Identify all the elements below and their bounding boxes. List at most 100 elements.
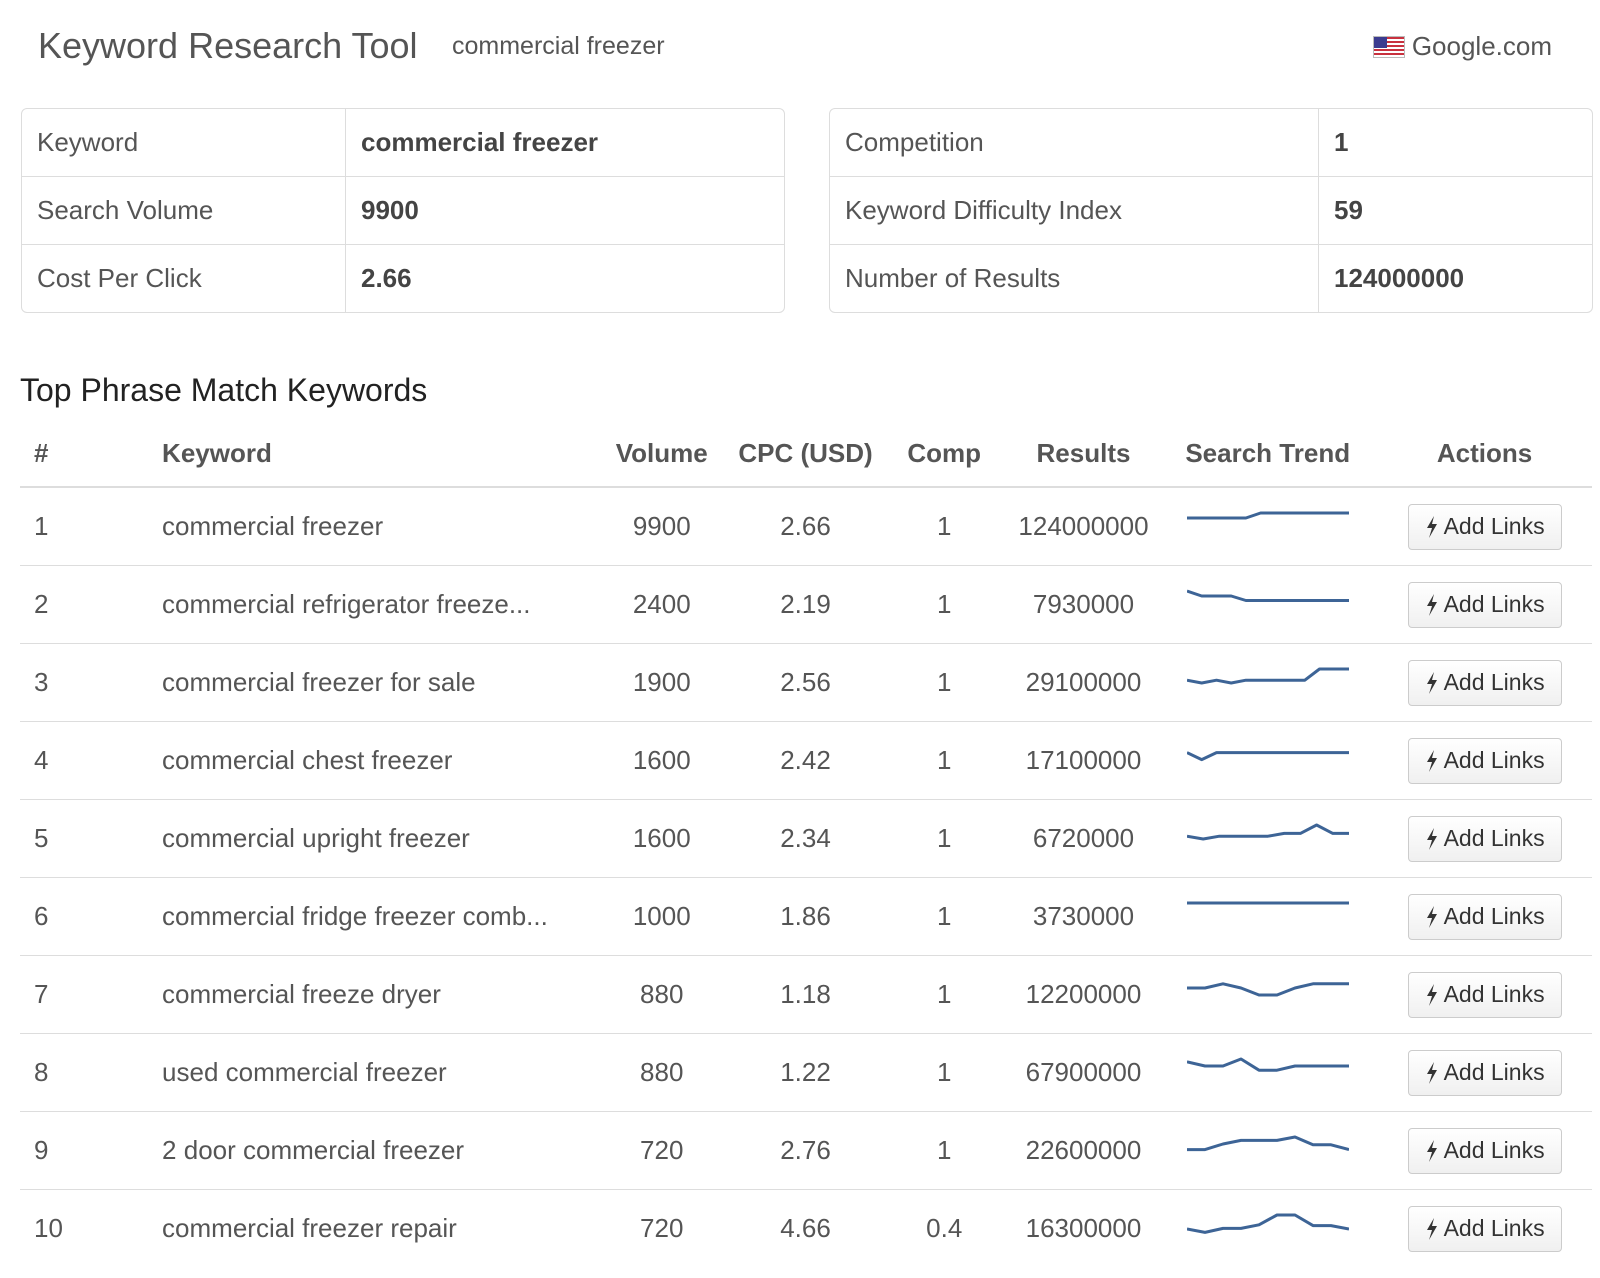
row-volume: 9900 [592, 487, 732, 566]
row-actions: Add Links [1377, 487, 1592, 566]
column-header-volume[interactable]: Volume [592, 420, 732, 488]
table-row: 5 commercial upright freezer 1600 2.34 1 6720… [20, 799, 1592, 878]
row-keyword[interactable]: commercial upright freezer [162, 799, 593, 878]
bolt-icon [1426, 515, 1437, 538]
bolt-icon [1426, 1139, 1437, 1162]
row-keyword[interactable]: commercial freezer [162, 487, 593, 566]
row-actions: Add Links [1377, 955, 1592, 1034]
add-links-button[interactable]: Add Links [1407, 893, 1562, 940]
summary-value: 2.66 [361, 263, 412, 293]
keyword-summary-left: Keyword commercial freezer Search Volume… [21, 108, 785, 313]
row-actions: Add Links [1377, 1111, 1592, 1190]
row-volume: 1900 [592, 643, 732, 722]
row-actions: Add Links [1377, 799, 1592, 878]
trend-line [1186, 1057, 1349, 1072]
summary-row-difficulty: Keyword Difficulty Index 59 [830, 176, 1592, 245]
row-cpc: 4.66 [780, 1213, 831, 1243]
add-links-label: Add Links [1443, 825, 1545, 851]
row-results: 29100000 [1008, 643, 1159, 722]
row-comp: 0.4 [926, 1213, 963, 1243]
row-comp: 1 [879, 721, 1009, 800]
row-keyword[interactable]: commercial refrigerator freeze... [162, 565, 593, 644]
summary-label: Cost Per Click [22, 244, 346, 312]
row-keyword[interactable]: commercial freezer repair [162, 1213, 457, 1243]
row-actions: Add Links [1377, 721, 1592, 800]
section-title: Top Phrase Match Keywords [20, 372, 428, 408]
table-row: 2 commercial refrigerator freeze... 2400 2.… [20, 565, 1592, 644]
column-header-num[interactable]: # [20, 420, 163, 488]
search-engine-selector[interactable]: Google.com [1373, 31, 1552, 62]
phrase-match-table: # Keyword Volume CPC (USD) Comp Results … [20, 420, 1592, 1267]
add-links-button[interactable]: Add Links [1407, 1049, 1562, 1096]
column-header-results[interactable]: Results [1008, 420, 1159, 488]
keyword-summary-right: Competition 1 Keyword Difficulty Index 5… [829, 108, 1593, 313]
row-volume: 1600 [592, 721, 732, 800]
us-flag-icon [1373, 36, 1404, 57]
trend-sparkline [1186, 901, 1349, 904]
trend-line [1186, 589, 1349, 602]
add-links-label: Add Links [1443, 513, 1545, 539]
row-results: 22600000 [1008, 1111, 1159, 1190]
trend-sparkline [1186, 1057, 1349, 1072]
row-volume: 2400 [592, 565, 732, 644]
row-cpc: 1.18 [731, 955, 880, 1034]
add-links-button[interactable]: Add Links [1407, 971, 1562, 1018]
trend-sparkline [1186, 589, 1349, 602]
column-header-keyword[interactable]: Keyword [162, 420, 593, 488]
row-keyword[interactable]: 2 door commercial freezer [162, 1111, 593, 1190]
add-links-button[interactable]: Add Links [1407, 815, 1562, 862]
row-search-trend [1158, 643, 1378, 722]
trend-sparkline [1186, 1135, 1349, 1151]
row-actions: Add Links [1377, 877, 1592, 956]
bolt-icon [1426, 593, 1437, 616]
add-links-button[interactable]: Add Links [1407, 737, 1562, 784]
header: Keyword Research Tool commercial freezer… [38, 22, 1552, 72]
row-search-trend [1158, 877, 1378, 956]
bolt-icon [1426, 671, 1437, 694]
table-row: 7 commercial freeze dryer 880 1.18 1 12200000… [20, 955, 1592, 1034]
row-search-trend [1158, 721, 1378, 800]
column-header-comp[interactable]: Comp [879, 420, 1009, 488]
row-number: 2 [20, 565, 163, 644]
row-results: 3730000 [1008, 877, 1159, 956]
row-keyword[interactable]: commercial freeze dryer [162, 955, 593, 1034]
table-row: 4 commercial chest freezer 1600 2.42 1 171000… [20, 721, 1592, 800]
table-body: 1 commercial freezer 9900 2.66 1 124000000 Add… [20, 487, 1592, 1267]
add-links-button[interactable]: Add Links [1407, 503, 1562, 550]
column-header-cpc[interactable]: CPC (USD) [731, 420, 880, 488]
table-row: 1 commercial freezer 9900 2.66 1 124000000 Add… [20, 487, 1592, 566]
row-keyword[interactable]: commercial fridge freezer comb... [162, 877, 593, 956]
add-links-button[interactable]: Add Links [1407, 659, 1562, 706]
row-search-trend [1158, 1111, 1378, 1190]
add-links-button[interactable]: Add Links [1407, 1127, 1562, 1174]
row-comp: 1 [879, 799, 1009, 878]
row-cpc: 2.34 [731, 799, 880, 878]
add-links-label: Add Links [1443, 591, 1545, 617]
row-volume: 720 [640, 1213, 684, 1243]
trend-line [1186, 1213, 1349, 1234]
row-search-trend [1158, 487, 1378, 566]
summary-row-results: Number of Results 124000000 [830, 244, 1592, 312]
app-title: Keyword Research Tool [38, 25, 418, 66]
search-engine-label: Google.com [1411, 31, 1552, 61]
row-results: 6720000 [1008, 799, 1159, 878]
row-keyword[interactable]: used commercial freezer [162, 1033, 593, 1112]
row-number: 8 [20, 1033, 163, 1112]
summary-label: Number of Results [830, 244, 1319, 312]
row-keyword[interactable]: commercial freezer for sale [162, 643, 593, 722]
row-keyword[interactable]: commercial chest freezer [162, 721, 593, 800]
add-links-button[interactable]: Add Links [1407, 1205, 1562, 1252]
row-cpc: 2.42 [731, 721, 880, 800]
row-number: 7 [20, 955, 163, 1034]
add-links-button[interactable]: Add Links [1407, 581, 1562, 628]
summary-label: Search Volume [22, 176, 346, 245]
row-comp: 1 [879, 643, 1009, 722]
row-volume: 880 [592, 955, 732, 1034]
row-cpc: 2.76 [731, 1111, 880, 1190]
row-comp: 1 [879, 565, 1009, 644]
trend-sparkline [1186, 823, 1349, 840]
row-search-trend [1158, 955, 1378, 1034]
trend-line [1186, 1135, 1349, 1151]
summary-value: 59 [1318, 176, 1592, 245]
